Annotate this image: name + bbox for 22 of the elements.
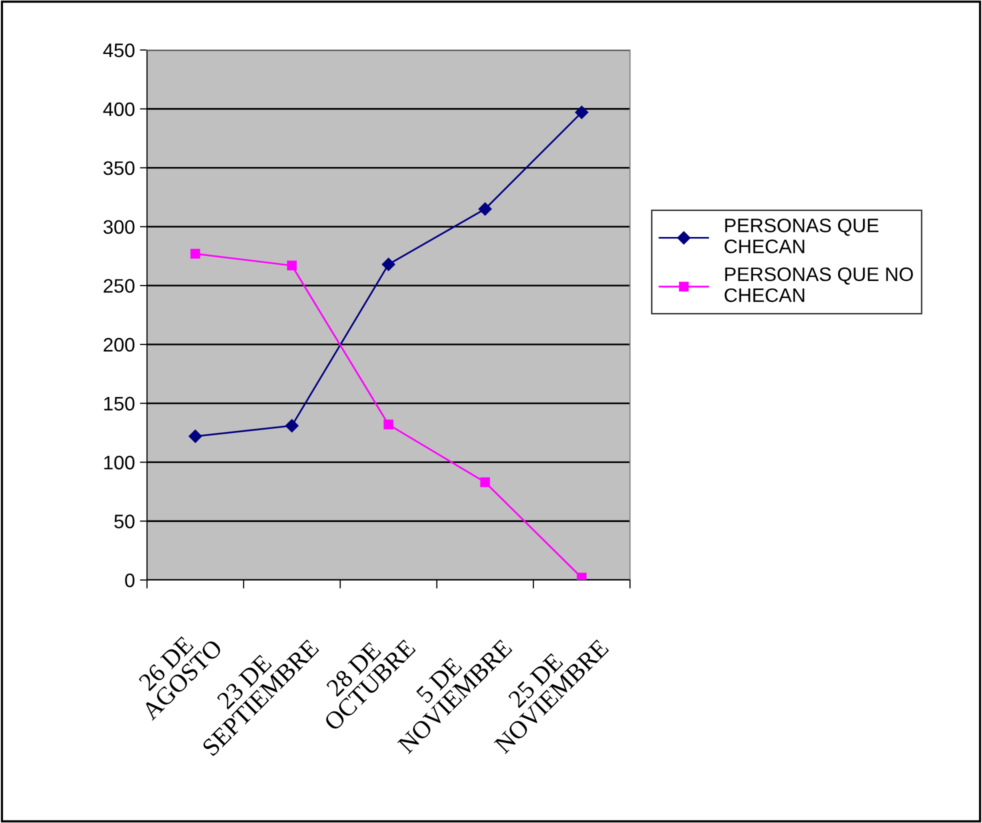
- point: [384, 420, 394, 430]
- legend-label: PERSONAS QUE CHECAN: [724, 218, 878, 254]
- point: [285, 419, 298, 432]
- y-tick-label: 250: [104, 279, 134, 293]
- y-tick-label: 450: [103, 43, 134, 58]
- y-tick-label: 400: [103, 102, 134, 116]
- point: [188, 430, 202, 443]
- y-tick-label: 150: [104, 396, 134, 411]
- point: [480, 477, 490, 488]
- point: [478, 202, 492, 216]
- point: [576, 572, 587, 580]
- point: [382, 258, 396, 271]
- y-tick-label: 200: [104, 338, 134, 352]
- y-tick-label: 0: [125, 573, 134, 588]
- y-tick-label: 350: [103, 161, 134, 176]
- legend-label: PERSONAS QUE NO CHECAN: [724, 267, 913, 302]
- point: [190, 248, 200, 259]
- point: [287, 260, 297, 270]
- point: [575, 106, 588, 120]
- y-tick-label: 50: [114, 514, 134, 528]
- y-tick-label: 100: [104, 456, 134, 470]
- y-tick-label: 300: [103, 220, 134, 234]
